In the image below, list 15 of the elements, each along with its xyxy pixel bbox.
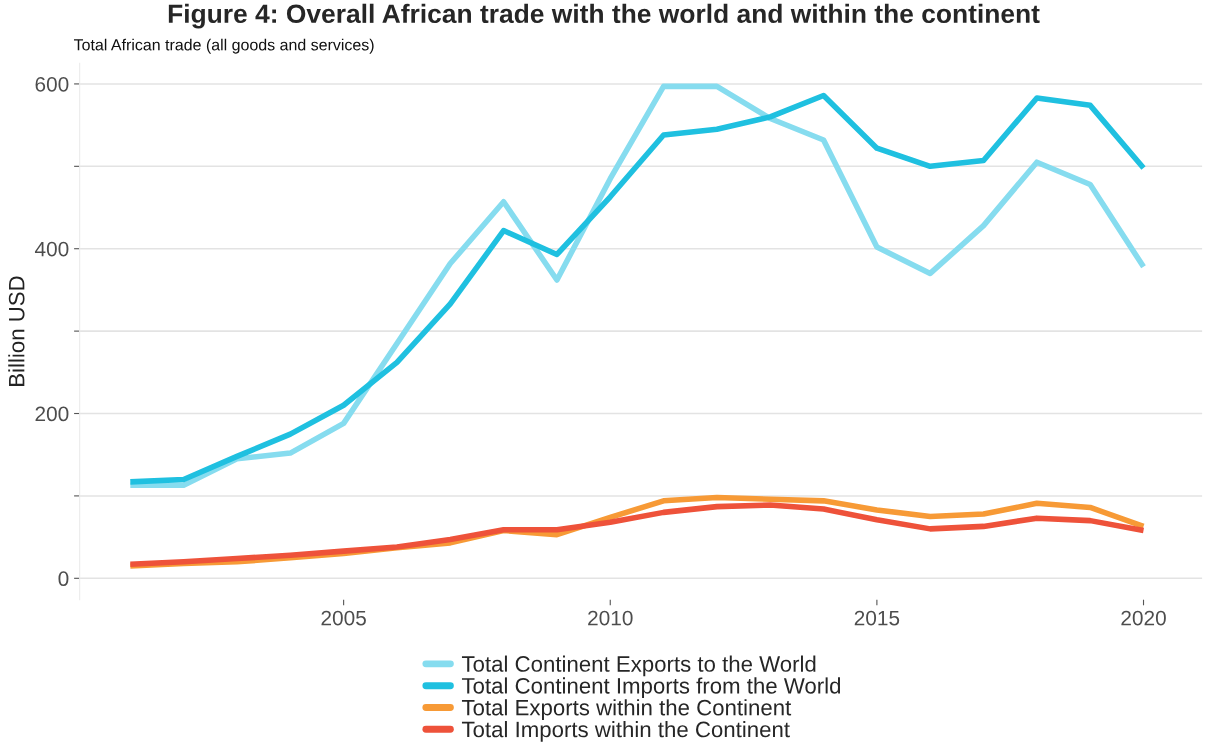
y-tick-label: 0 — [58, 571, 69, 587]
legend-label: Total Continent Imports from the World — [461, 677, 841, 699]
x-tick-label: 2015 — [854, 610, 900, 626]
y-tick-label: 400 — [34, 241, 69, 257]
legend-label: Total Imports within the Continent — [461, 721, 790, 742]
y-axis-title: Billion USD — [8, 276, 25, 386]
chart-subtitle: Total African trade (all goods and services) — [73, 38, 374, 54]
y-tick-label: 200 — [35, 406, 69, 422]
legend-label: Total Continent Exports to the World — [461, 655, 816, 677]
x-tick-label: 2020 — [1121, 610, 1166, 626]
chart-title: Figure 4: Overall African trade with the world and within the continent — [168, 3, 1040, 29]
x-tick-label: 2010 — [588, 610, 633, 626]
y-tick-label: 600 — [35, 76, 69, 92]
legend-label: Total Exports within the Continent — [461, 699, 792, 720]
x-tick-label: 2005 — [321, 610, 366, 626]
